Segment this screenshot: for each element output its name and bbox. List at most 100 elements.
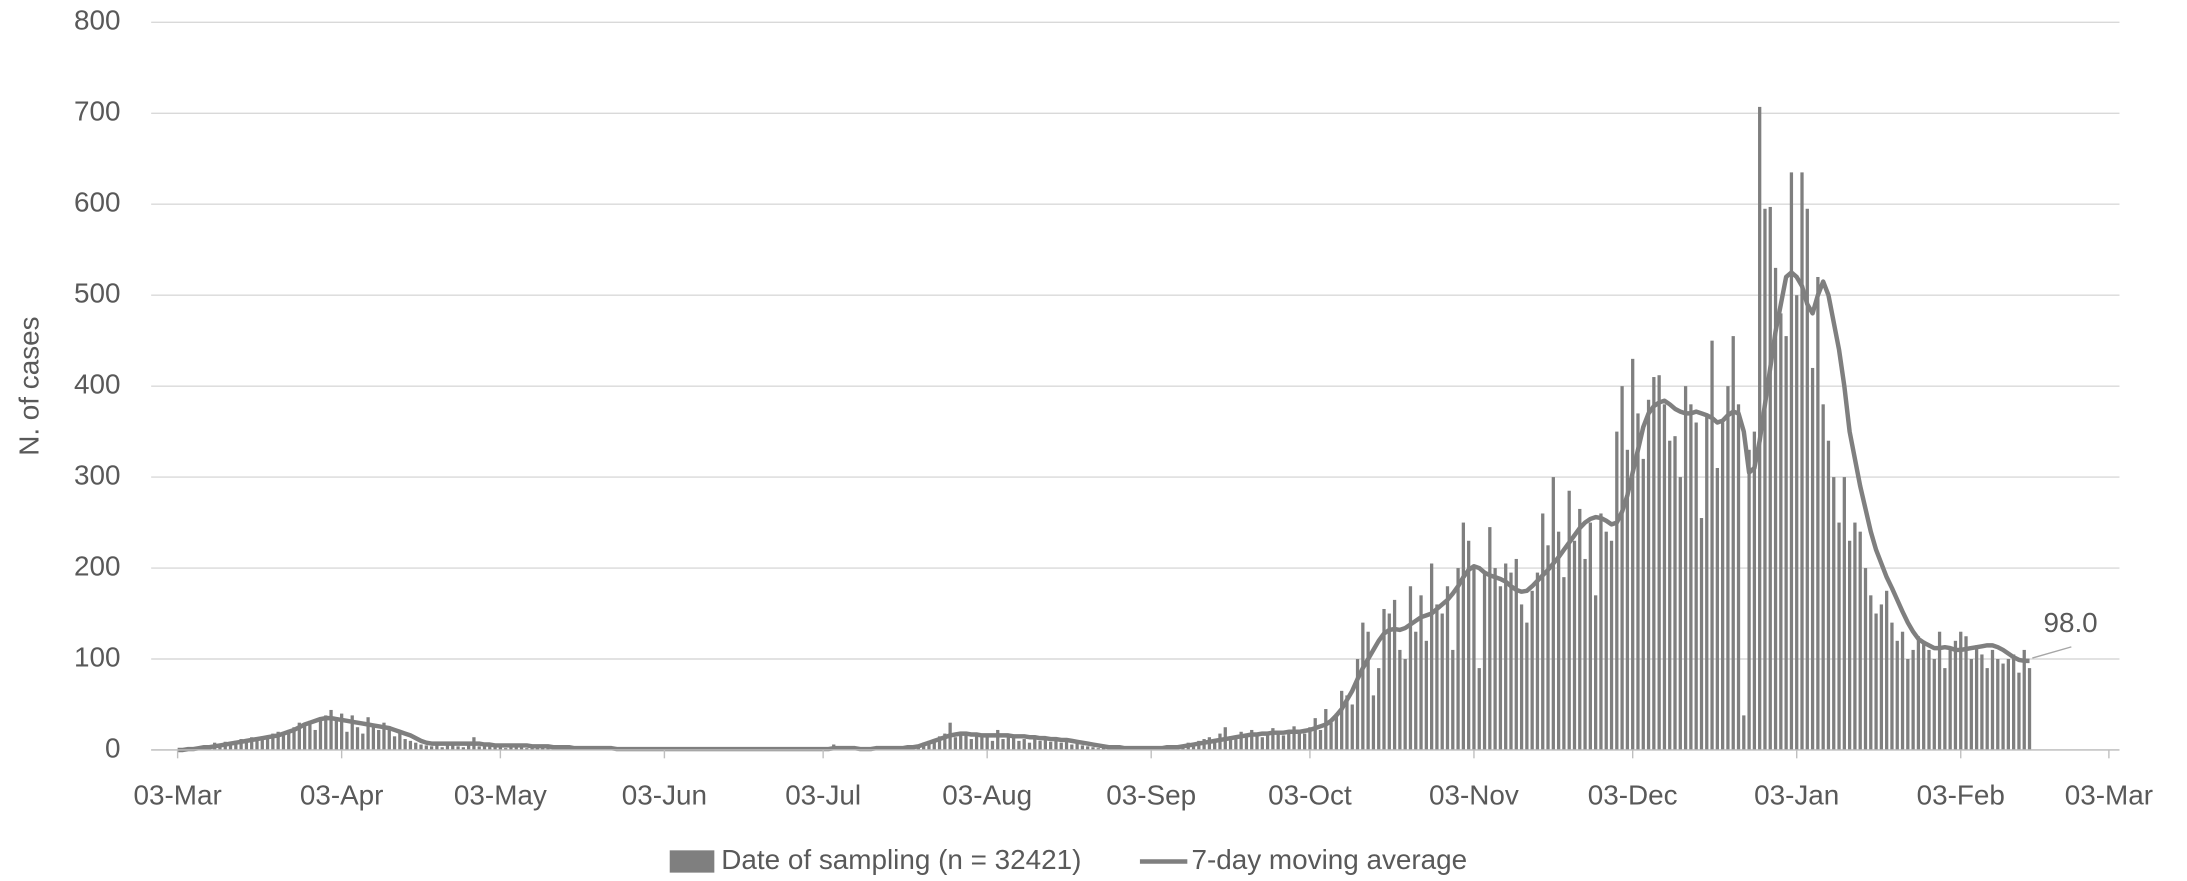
bar — [1244, 735, 1249, 750]
x-tick-label: 03-Dec — [1588, 780, 1678, 811]
bar — [1784, 336, 1788, 750]
bar — [2001, 663, 2005, 750]
bar — [1101, 747, 1106, 750]
bar — [408, 740, 413, 750]
bar — [366, 717, 370, 750]
bar — [1800, 172, 1804, 750]
bar — [1805, 208, 1809, 750]
bar — [445, 744, 450, 750]
bar — [1334, 713, 1339, 750]
bar — [361, 733, 365, 750]
bar — [1302, 733, 1307, 750]
bar — [1398, 649, 1402, 750]
bar — [1308, 727, 1312, 750]
bar — [953, 737, 958, 750]
bar — [1599, 513, 1603, 750]
bar — [2017, 672, 2021, 750]
bar — [1366, 631, 1370, 750]
bar — [1038, 740, 1042, 750]
bar — [493, 747, 497, 750]
bar — [1017, 740, 1021, 750]
bar — [525, 748, 529, 750]
bar — [1064, 740, 1069, 750]
bar — [1281, 735, 1286, 750]
bar — [1482, 572, 1487, 750]
bar — [1250, 729, 1254, 750]
bar — [1318, 729, 1323, 750]
bar — [1477, 668, 1481, 750]
x-tick-label: 03-Mar — [133, 780, 221, 811]
bar — [1736, 404, 1741, 750]
bar — [927, 740, 931, 750]
bar — [2027, 668, 2032, 750]
bar — [937, 736, 942, 750]
bar — [1255, 733, 1259, 750]
bar — [1747, 449, 1751, 750]
bar — [355, 727, 360, 750]
bar — [969, 739, 973, 750]
bar — [964, 735, 968, 750]
bar — [1408, 586, 1413, 750]
legend-label: 7-day moving average — [1192, 844, 1468, 875]
y-tick-label: 400 — [74, 368, 120, 399]
bar — [996, 729, 1000, 750]
bar — [329, 709, 333, 750]
bar — [1906, 659, 1910, 750]
legend-label: Date of sampling (n = 32421) — [721, 844, 1081, 875]
bar — [1927, 649, 1931, 750]
bar — [1631, 358, 1635, 750]
bar — [1588, 522, 1592, 750]
bar — [1276, 733, 1280, 750]
bar — [292, 727, 296, 750]
bar — [1699, 518, 1704, 750]
bar — [1493, 568, 1497, 750]
bar — [456, 746, 460, 750]
bar — [255, 739, 259, 750]
bar — [1969, 659, 1973, 750]
bar — [509, 745, 513, 750]
bar — [1937, 631, 1942, 750]
bar — [1863, 568, 1868, 750]
bar — [382, 722, 386, 750]
bar — [1070, 744, 1074, 750]
bar — [546, 747, 550, 750]
y-tick-label: 500 — [74, 278, 120, 309]
bar — [1086, 746, 1090, 750]
bar — [1551, 477, 1555, 750]
bar — [345, 731, 349, 750]
bar — [1959, 631, 1963, 750]
y-axis-title: N. of cases — [14, 316, 45, 455]
bar — [1239, 731, 1243, 750]
bar — [1911, 649, 1915, 750]
y-tick-label: 700 — [74, 96, 120, 127]
bar — [1657, 375, 1661, 750]
bar — [1451, 649, 1455, 750]
bar — [1001, 739, 1005, 750]
bar — [1985, 668, 1989, 750]
bar — [435, 742, 439, 750]
bar — [1636, 413, 1640, 750]
bar — [488, 745, 492, 750]
bar — [1096, 748, 1100, 750]
bar — [1678, 477, 1682, 750]
bar — [1996, 659, 2000, 750]
bar — [340, 713, 344, 750]
bar — [1488, 527, 1492, 750]
bar — [1890, 622, 1894, 750]
bar — [1350, 704, 1354, 750]
x-tick-label: 03-Mar — [2065, 780, 2153, 811]
x-tick-label: 03-Apr — [300, 780, 384, 811]
bar — [1853, 522, 1857, 750]
bar — [1763, 208, 1767, 750]
x-tick-label: 03-Jul — [785, 780, 861, 811]
bar — [974, 733, 979, 750]
bar — [1461, 522, 1466, 750]
bar — [1932, 659, 1936, 750]
bar — [1514, 558, 1518, 750]
bar — [1874, 613, 1878, 750]
bar — [980, 737, 984, 750]
bar — [466, 745, 471, 750]
bar — [1948, 649, 1952, 750]
bar — [350, 715, 354, 750]
